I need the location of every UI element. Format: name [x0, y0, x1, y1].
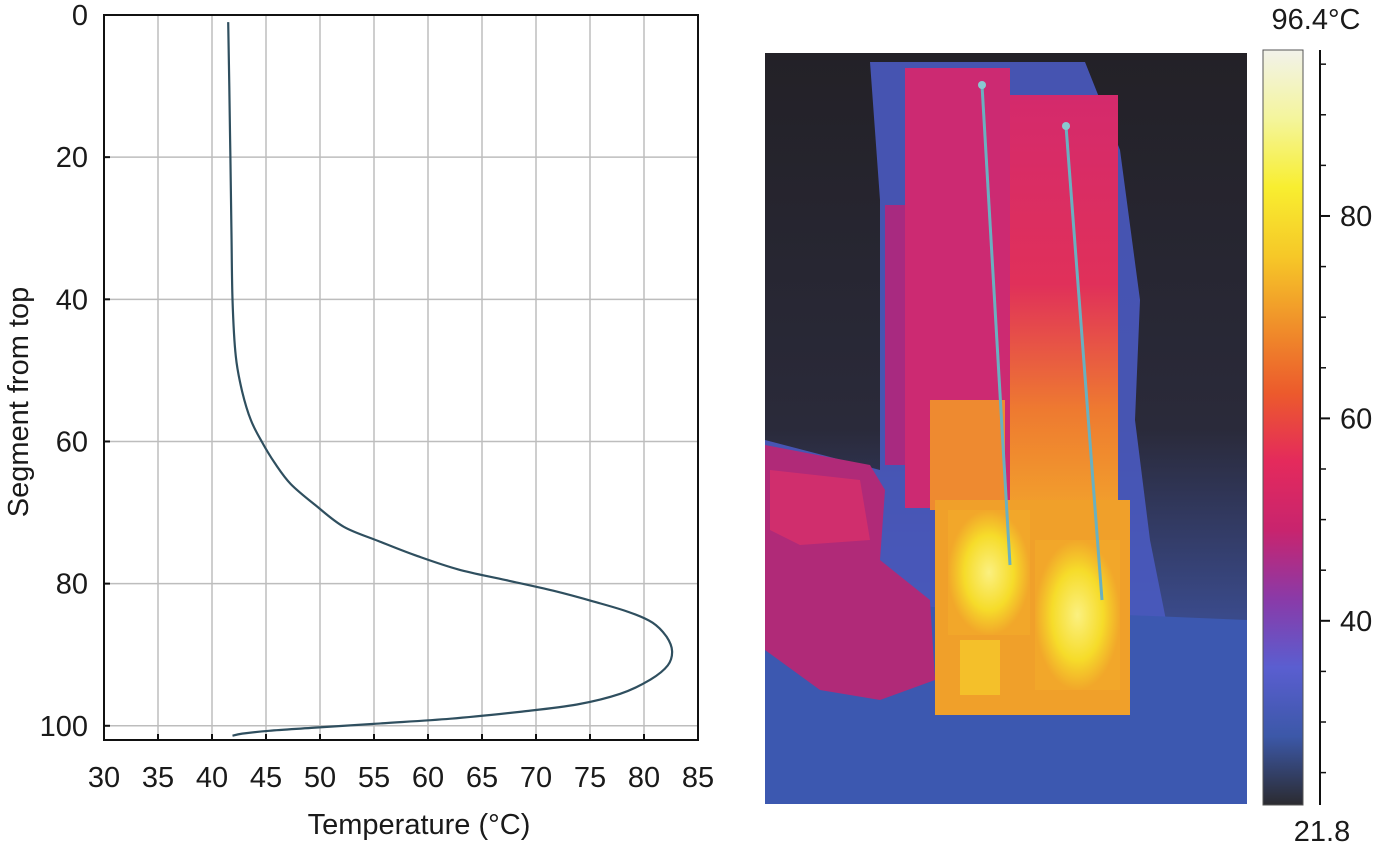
x-axis-label: Temperature (°C) — [308, 809, 531, 841]
colorbar-min-label: 21.8 — [1294, 816, 1350, 848]
y-tick-label: 60 — [56, 426, 88, 458]
x-tick-labels: 30 35 40 45 50 55 60 65 70 75 80 85 — [88, 762, 714, 794]
x-tick-label: 85 — [682, 762, 714, 794]
series-group — [227, 22, 674, 737]
plot-frame — [103, 14, 699, 741]
colorbar-tick-label: 40 — [1340, 606, 1372, 638]
x-tick-label: 65 — [466, 762, 498, 794]
probe-line-1 — [980, 84, 1012, 566]
column-left-lower — [930, 400, 1005, 510]
temperature-colorbar: 40 60 80 96.4°C 21.8 — [1262, 4, 1372, 848]
colorbar-tick-labels: 40 60 80 — [1340, 201, 1372, 638]
x-tick-label: 80 — [628, 762, 660, 794]
hot-zone-lower-left — [960, 640, 1000, 695]
x-tick-label: 40 — [196, 762, 228, 794]
y-tick-label: 40 — [56, 284, 88, 316]
x-tick-label: 45 — [250, 762, 282, 794]
x-tick-label: 70 — [520, 762, 552, 794]
thermal-image — [765, 53, 1247, 804]
probe-tip-1 — [978, 81, 986, 89]
y-tick-label: 20 — [56, 142, 88, 174]
colorbar-scale — [1262, 49, 1304, 806]
colorbar-ticks — [1320, 63, 1330, 774]
x-tick-label: 55 — [358, 762, 390, 794]
x-tick-label: 50 — [304, 762, 336, 794]
hot-zone-right — [1035, 540, 1120, 690]
y-tick-label: 0 — [72, 0, 88, 32]
y-tick-labels: 0 20 40 60 80 100 — [40, 0, 88, 743]
left-machinery-detail — [770, 470, 870, 545]
support-frame — [885, 205, 905, 465]
y-tick-label: 100 — [40, 711, 88, 743]
column-right — [1010, 95, 1118, 515]
series-line — [227, 22, 674, 737]
probe-tip-2 — [1062, 122, 1070, 130]
colorbar-tick-label: 60 — [1340, 403, 1372, 435]
colorbar-tick-label: 80 — [1340, 201, 1372, 233]
x-tick-marks — [103, 734, 699, 740]
y-grid-lines — [104, 156, 698, 727]
colorbar-max-label: 96.4°C — [1272, 4, 1361, 36]
x-tick-label: 30 — [88, 762, 120, 794]
y-tick-label: 80 — [56, 569, 88, 601]
hot-zone-left — [948, 510, 1030, 635]
x-tick-label: 60 — [412, 762, 444, 794]
probe-line-2 — [1064, 125, 1104, 601]
x-tick-label: 35 — [142, 762, 174, 794]
x-tick-label: 75 — [574, 762, 606, 794]
y-axis-label: Segment from top — [3, 287, 35, 518]
y-tick-marks — [104, 14, 110, 727]
temperature-profile-chart: 30 35 40 45 50 55 60 65 70 75 80 85 0 20 40 60 80 100 Te… — [3, 0, 714, 841]
